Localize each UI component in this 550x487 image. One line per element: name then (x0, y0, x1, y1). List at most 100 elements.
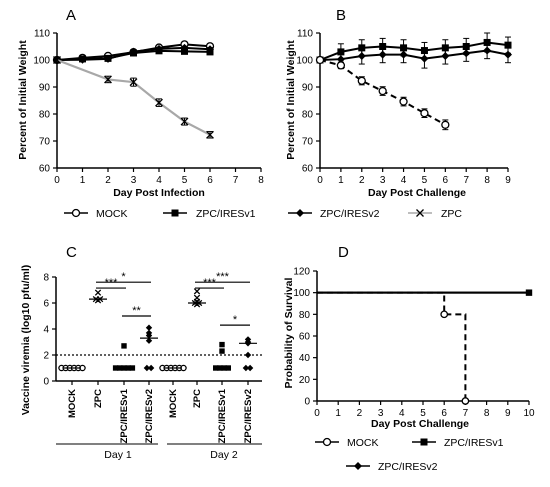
x-marker (53, 56, 61, 64)
y-tick-label: 90 (302, 83, 314, 94)
x-tick-label: 3 (378, 408, 384, 419)
category-label: MOCK (67, 389, 78, 418)
y-tick-label: 40 (299, 353, 311, 364)
circle-marker (420, 109, 429, 118)
x-tick-label: 9 (505, 408, 511, 419)
scatter-group: ZPC/IRESv1 (112, 343, 136, 443)
category-label: ZPC/IRESv1 (217, 388, 228, 443)
y-tick-label: 60 (39, 164, 51, 175)
x-marker-icon (416, 209, 424, 217)
significance-label: *** (216, 271, 230, 283)
diamond-marker (145, 324, 153, 331)
y-tick-label: 0 (304, 397, 310, 408)
legend-bottom-label: MOCK (347, 437, 379, 449)
x-tick-label: 8 (484, 408, 490, 419)
significance-bracket: * (96, 271, 151, 283)
diamond-marker (145, 332, 153, 339)
category-label: ZPC (93, 389, 104, 408)
diamond-marker (399, 50, 408, 59)
y-tick-label: 90 (39, 83, 51, 94)
x-tick-label: 10 (523, 408, 535, 419)
x-tick-label: 0 (317, 175, 323, 186)
y-tick-label: 70 (302, 137, 314, 148)
x-marker (129, 78, 138, 87)
diamond-marker (78, 55, 87, 64)
y-tick-label: 60 (302, 164, 314, 175)
legend-bottom-label: ZPC/IRESv1 (444, 437, 504, 449)
circle-marker (399, 97, 408, 106)
panel-b-xlabel: Day Post Challenge (368, 187, 466, 199)
circle-marker-icon (322, 437, 332, 447)
diamond-marker (145, 337, 153, 344)
diamond-marker-icon (296, 209, 304, 217)
y-tick-label: 80 (302, 110, 314, 121)
legend-bottom: MOCK ZPC/IRESv1 ZPC/IRESv2 (315, 437, 504, 473)
legend-top-mock: MOCK (64, 208, 128, 220)
scatter-group: ZPC/IRESv2 (140, 324, 158, 443)
x-tick-label: 4 (156, 175, 162, 186)
x-tick-label: 9 (505, 175, 511, 186)
diamond-marker (378, 50, 387, 59)
significance-label: ** (132, 305, 141, 317)
x-marker (155, 98, 163, 107)
panel-c: C Vaccine viremia (log10 pfu/ml) Day 1 D… (20, 244, 262, 461)
y-tick-label: 60 (299, 332, 311, 343)
square-marker (504, 41, 512, 49)
axes: 0 1 2 3 4 5 6 7 8 9 60 70 80 90 100 110 (296, 29, 511, 187)
scatter-group: ZPC/IRESv1 (213, 341, 231, 443)
significance-bracket: ** (122, 305, 151, 317)
x-tick-label: 1 (338, 175, 344, 186)
significance-label: * (233, 314, 238, 326)
y-tick-label: 100 (293, 288, 310, 299)
square-marker-icon (420, 438, 428, 446)
diamond-marker (206, 45, 214, 54)
panel-c-axes: 0 2 4 6 8 (43, 273, 262, 388)
x-tick-label: 7 (463, 175, 469, 186)
x-tick-label: 6 (441, 408, 447, 419)
diamond-marker (504, 50, 512, 59)
legend-bottom-zpc-iresv2: ZPC/IRESv2 (346, 461, 438, 473)
scatter-group: ZPC (89, 289, 107, 408)
x-marker (104, 75, 112, 84)
x-tick-label: 2 (359, 175, 365, 186)
axes: 0 1 2 3 4 5 6 7 8 60 70 80 90 100 110 (33, 29, 264, 187)
diamond-marker (441, 51, 450, 60)
x-marker (94, 289, 102, 296)
y-tick-label: 4 (43, 325, 49, 336)
diamond-marker (244, 351, 252, 359)
category-label: ZPC/IRESv1 (119, 388, 130, 443)
x-tick-label: 8 (484, 175, 490, 186)
legend-bottom-mock: MOCK (315, 437, 379, 449)
x-tick-label: 6 (207, 175, 213, 186)
panel-a: A Day Post Infection Percent of Initial … (17, 7, 205, 199)
x-tick-label: 2 (357, 408, 363, 419)
square-marker (337, 48, 345, 56)
diamond-marker (483, 46, 492, 55)
panel-b-letter: B (336, 7, 346, 24)
diamond-marker (180, 43, 189, 52)
legend-top-label: MOCK (96, 208, 128, 220)
y-tick-label: 70 (39, 137, 51, 148)
diamond-marker (242, 364, 250, 372)
x-tick-label: 0 (54, 175, 60, 186)
series-zpc (53, 56, 214, 139)
x-tick-label: 3 (380, 175, 386, 186)
y-tick-label: 8 (43, 273, 49, 284)
significance-label: *** (203, 277, 217, 289)
x-marker (206, 130, 214, 139)
series-zpc-iresv2 (316, 41, 512, 69)
y-tick-label: 80 (39, 110, 51, 121)
panel-c-ylabel: Vaccine viremia (log10 pfu/ml) (20, 265, 32, 416)
category-label: MOCK (168, 389, 179, 418)
diamond-marker (462, 49, 471, 58)
legend-top-zpc: ZPC (408, 208, 462, 220)
x-tick-label: 5 (422, 175, 428, 186)
panel-c-letter: C (66, 244, 77, 261)
square-marker-icon (171, 209, 179, 217)
circle-marker (357, 76, 366, 85)
x-tick-label: 4 (401, 175, 407, 186)
x-tick-label: 3 (131, 175, 137, 186)
panel-a-ylabel: Percent of Initial Weight (17, 40, 29, 160)
survival-mock (317, 291, 470, 405)
